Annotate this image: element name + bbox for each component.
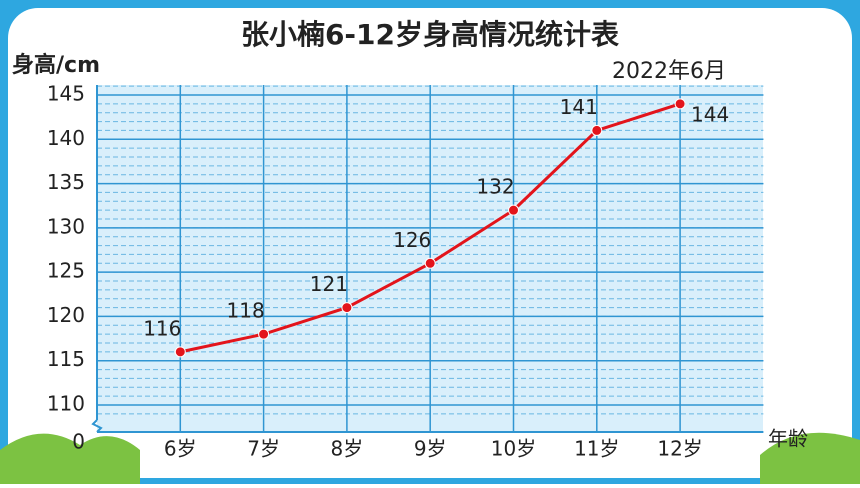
y-axis-label: 身高/cm	[12, 52, 100, 78]
chart-title: 张小楠6-12岁身高情况统计表	[241, 18, 619, 51]
x-tick-label: 12岁	[657, 437, 702, 461]
x-tick-label: 9岁	[414, 437, 447, 461]
y-tick-label: 110	[47, 392, 85, 416]
point	[508, 204, 519, 216]
x-tick-label: 10岁	[491, 437, 536, 461]
y-tick-label: 125	[47, 259, 85, 283]
y-tick-label: 0	[72, 430, 85, 454]
point	[674, 98, 686, 110]
point	[424, 257, 436, 269]
x-tick-label: 7岁	[247, 437, 280, 461]
y-tick-label: 135	[47, 170, 85, 194]
point	[591, 124, 603, 136]
point	[341, 302, 353, 314]
value-label: 126	[393, 228, 431, 252]
x-tick-label: 11岁	[574, 437, 619, 461]
value-label: 118	[227, 299, 265, 323]
grass-right	[760, 432, 860, 484]
value-label: 121	[310, 272, 348, 296]
axis-break	[91, 419, 103, 433]
plot: 0 110 115 120 125 130 135 140 145 6岁 7岁 8岁 9岁 10岁 11岁 1…	[47, 82, 764, 461]
value-label: 141	[560, 95, 598, 119]
y-tick-label: 140	[47, 126, 85, 150]
point	[258, 328, 270, 340]
x-axis-label: 年龄	[768, 427, 808, 451]
value-label: 116	[143, 316, 181, 340]
y-tick-label: 130	[47, 214, 85, 238]
x-tick-label: 8岁	[331, 437, 364, 461]
annotation: 2022年6月	[612, 59, 726, 84]
grass-left	[0, 433, 140, 484]
point	[174, 346, 186, 358]
value-label: 132	[476, 175, 514, 199]
x-tick-label: 6岁	[164, 437, 197, 461]
y-tick-label: 120	[47, 303, 85, 327]
y-tick-label: 145	[47, 82, 85, 106]
y-tick-label: 115	[47, 347, 85, 371]
value-label: 144	[691, 102, 729, 126]
